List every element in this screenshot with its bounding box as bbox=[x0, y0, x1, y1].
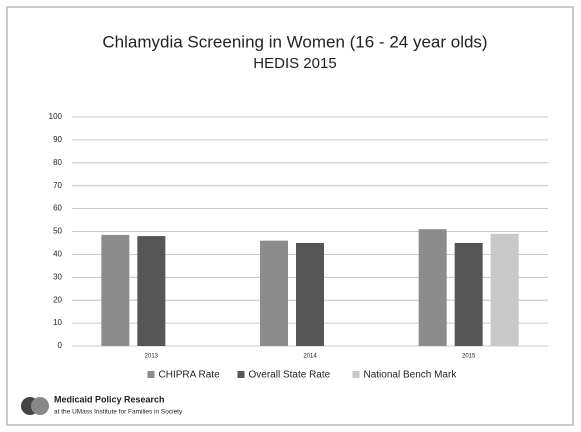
bar bbox=[137, 236, 166, 346]
chart-subtitle: HEDIS 2015 bbox=[253, 55, 336, 72]
y-tick-label: 40 bbox=[53, 250, 62, 259]
logo-circle bbox=[31, 397, 49, 415]
y-tick-label: 60 bbox=[53, 204, 62, 213]
chart-title: Chlamydia Screening in Women (16 - 24 ye… bbox=[102, 32, 487, 51]
y-tick-label: 0 bbox=[58, 341, 63, 350]
slide-frame bbox=[6, 6, 574, 426]
y-tick-label: 70 bbox=[53, 181, 62, 190]
legend-swatch bbox=[237, 371, 245, 378]
bar bbox=[260, 240, 288, 346]
x-tick-label: 2013 bbox=[145, 354, 159, 360]
footer-logo: Medicaid Policy Research at the UMass In… bbox=[21, 394, 183, 416]
y-tick-label: 90 bbox=[53, 135, 62, 144]
y-tick-label: 80 bbox=[53, 158, 62, 167]
y-tick-label: 30 bbox=[53, 272, 62, 281]
bar bbox=[490, 233, 519, 346]
legend-label: National Bench Mark bbox=[364, 370, 458, 381]
bar bbox=[454, 242, 483, 346]
legend-label: Overall State Rate bbox=[249, 370, 331, 381]
legend-label: CHIPRA Rate bbox=[159, 370, 221, 381]
y-tick-label: 20 bbox=[53, 295, 62, 304]
x-tick-label: 2014 bbox=[303, 354, 317, 360]
x-tick-label: 2015 bbox=[462, 354, 476, 360]
y-tick-label: 10 bbox=[53, 318, 62, 327]
footer-affiliation: at the UMass Institute for Families in S… bbox=[54, 409, 183, 416]
y-tick-label: 50 bbox=[53, 227, 62, 236]
footer-org: Medicaid Policy Research bbox=[54, 394, 165, 404]
bar bbox=[296, 242, 324, 346]
legend-swatch bbox=[352, 371, 360, 378]
bar bbox=[418, 229, 447, 346]
bar bbox=[101, 234, 130, 346]
y-tick-label: 100 bbox=[49, 112, 63, 121]
legend-swatch bbox=[147, 371, 155, 378]
